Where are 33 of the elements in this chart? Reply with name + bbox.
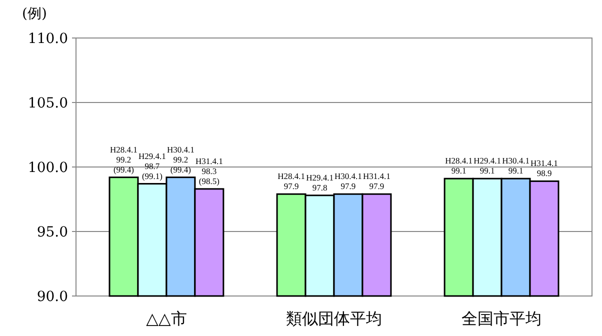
y-tick-label: 90.0 [36, 288, 68, 305]
y-tick-label: 100.0 [28, 160, 68, 176]
series-label: H28.4.1 [278, 171, 305, 182]
series-label: H30.4.1 [334, 171, 362, 182]
series-label: H29.4.1 [306, 172, 334, 182]
data-label: 99.1 [508, 166, 524, 176]
text: H31.4.1 [530, 158, 558, 168]
y-tick-label: 105.0 [28, 95, 68, 112]
text: H30.4.1 [502, 156, 530, 166]
data-label: 97.9 [284, 181, 299, 192]
text: H29.4.1 [474, 156, 501, 166]
data-label: 97.9 [369, 181, 384, 192]
data-label: 99.2 (99.4) [113, 154, 134, 174]
x-tick-label: 類似団体平均 [286, 309, 382, 328]
text: H28.4.1 [110, 144, 138, 154]
y-tick-label: 95.0 [36, 224, 68, 240]
data-label: 99.1 [451, 166, 466, 176]
data-label: 98.9 [536, 168, 552, 178]
text: H31.4.1 [195, 156, 223, 166]
x-tick-label: △△市 [146, 309, 187, 328]
data-label: 98.3 (98.5) [198, 166, 220, 186]
x-tick-label: 全国市平均 [462, 309, 542, 328]
y-tick-label: 110.0 [28, 30, 68, 47]
data-label: 98.7 (99.1) [142, 160, 163, 181]
data-label: 97.8 [312, 182, 328, 192]
data-label: 99.2 (99.4) [170, 154, 192, 174]
y-axis-title: (例) [22, 6, 47, 22]
series-label: H31.4.1 [363, 171, 390, 182]
text: H30.4.1 [167, 144, 194, 154]
text: H28.4.1 [445, 156, 473, 166]
data-label: 97.9 [340, 181, 356, 192]
data-label: 99.1 [480, 166, 495, 176]
text: H29.4.1 [138, 150, 166, 161]
